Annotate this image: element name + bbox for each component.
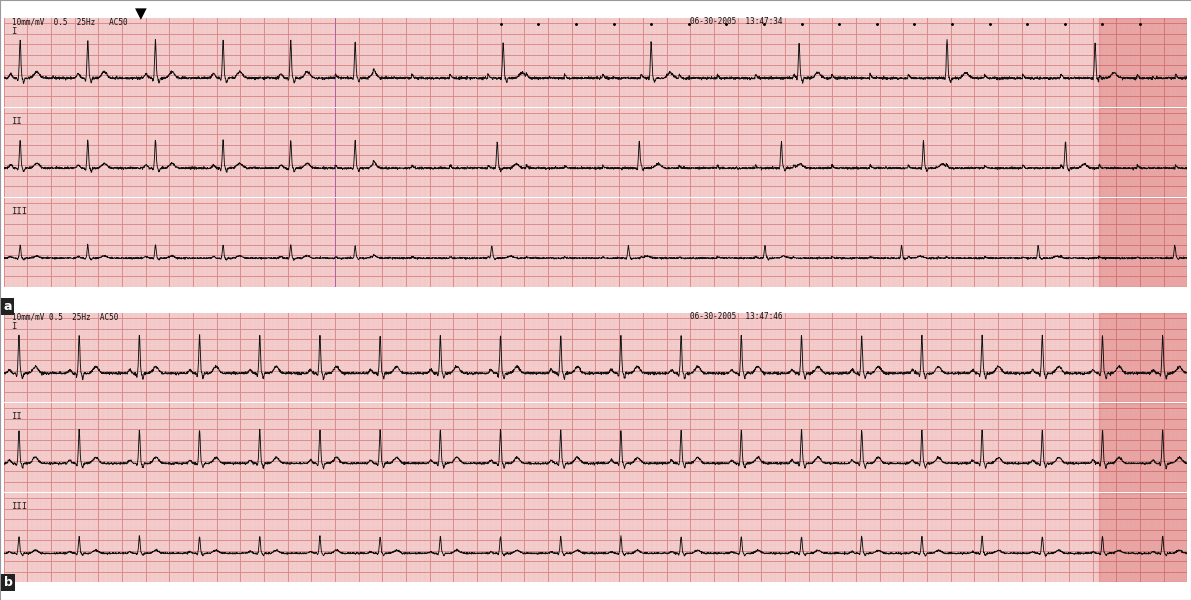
Text: b: b bbox=[4, 576, 12, 589]
Text: III: III bbox=[11, 207, 27, 216]
Text: a: a bbox=[4, 300, 12, 313]
Text: 06-30-2005  13:47:34: 06-30-2005 13:47:34 bbox=[691, 17, 782, 26]
Bar bbox=[1098, 493, 1187, 582]
Bar bbox=[1098, 108, 1187, 197]
Text: 06-30-2005  13:47:46: 06-30-2005 13:47:46 bbox=[691, 313, 782, 322]
Bar bbox=[1098, 403, 1187, 492]
Text: I: I bbox=[11, 322, 15, 331]
Bar bbox=[1098, 198, 1187, 287]
Text: II: II bbox=[11, 117, 21, 126]
Bar bbox=[1098, 313, 1187, 402]
Text: III: III bbox=[11, 502, 27, 511]
Text: I: I bbox=[11, 27, 15, 36]
Text: II: II bbox=[11, 412, 21, 421]
Text: 10mm/mV 0.5  25Hz  AC50: 10mm/mV 0.5 25Hz AC50 bbox=[12, 313, 118, 322]
Bar bbox=[1098, 18, 1187, 107]
Text: 10mm/mV  0.5  25Hz   AC50: 10mm/mV 0.5 25Hz AC50 bbox=[12, 17, 127, 26]
Text: ▼: ▼ bbox=[135, 6, 146, 21]
